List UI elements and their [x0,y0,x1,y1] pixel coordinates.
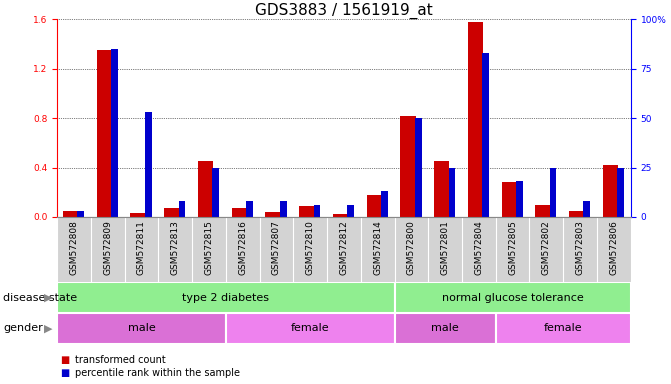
Text: GSM572802: GSM572802 [542,220,551,275]
Text: ▶: ▶ [44,293,52,303]
Bar [97,50,112,217]
Text: GSM572816: GSM572816 [238,220,247,275]
Text: GSM572804: GSM572804 [474,220,483,275]
Text: ▶: ▶ [44,323,52,333]
Bar [231,208,247,217]
Bar [502,182,517,217]
Title: GDS3883 / 1561919_at: GDS3883 / 1561919_at [255,3,433,19]
Text: GSM572808: GSM572808 [69,220,79,275]
Text: GSM572814: GSM572814 [373,220,382,275]
Bar [348,205,354,217]
Bar [603,165,618,217]
Text: male: male [431,323,459,333]
Text: type 2 diabetes: type 2 diabetes [183,293,269,303]
Bar [57,282,395,313]
Bar [178,201,185,217]
Bar [415,118,421,217]
Bar [57,313,225,344]
Text: ■: ■ [60,355,70,365]
Bar [381,191,388,217]
Bar [164,208,179,217]
Text: GSM572803: GSM572803 [576,220,584,275]
Bar [333,215,348,217]
Text: GSM572813: GSM572813 [170,220,180,275]
Text: GSM572800: GSM572800 [407,220,416,275]
Bar [468,22,483,217]
Bar [366,195,382,217]
Bar [77,211,84,217]
Text: ■: ■ [60,368,70,378]
Bar [401,116,415,217]
Bar [550,167,556,217]
Bar [482,53,489,217]
Text: GSM572809: GSM572809 [103,220,112,275]
Text: disease state: disease state [3,293,77,303]
Bar [516,181,523,217]
Bar [569,211,584,217]
Text: percentile rank within the sample: percentile rank within the sample [75,368,240,378]
Bar [145,112,152,217]
Bar [313,205,320,217]
Bar [395,282,631,313]
Bar [299,206,314,217]
Text: GSM572805: GSM572805 [508,220,517,275]
Text: female: female [544,323,582,333]
Bar [434,161,450,217]
Text: GSM572811: GSM572811 [137,220,146,275]
Bar [225,313,395,344]
Text: GSM572815: GSM572815 [205,220,213,275]
Bar [584,201,590,217]
Bar [63,211,78,217]
Text: female: female [291,323,329,333]
Text: GSM572806: GSM572806 [609,220,619,275]
Bar [395,313,496,344]
Text: GSM572812: GSM572812 [340,220,348,275]
Bar [198,161,213,217]
Bar [130,213,146,217]
Bar [617,167,624,217]
Bar [448,167,455,217]
Bar [496,313,631,344]
Bar [246,201,253,217]
Text: GSM572810: GSM572810 [305,220,315,275]
Text: transformed count: transformed count [75,355,166,365]
Bar [535,205,551,217]
Bar [111,49,118,217]
Text: male: male [127,323,155,333]
Bar [212,167,219,217]
Text: GSM572807: GSM572807 [272,220,281,275]
Text: gender: gender [3,323,43,333]
Text: GSM572801: GSM572801 [441,220,450,275]
Bar [266,212,280,217]
Text: normal glucose tolerance: normal glucose tolerance [442,293,584,303]
Bar [280,201,287,217]
